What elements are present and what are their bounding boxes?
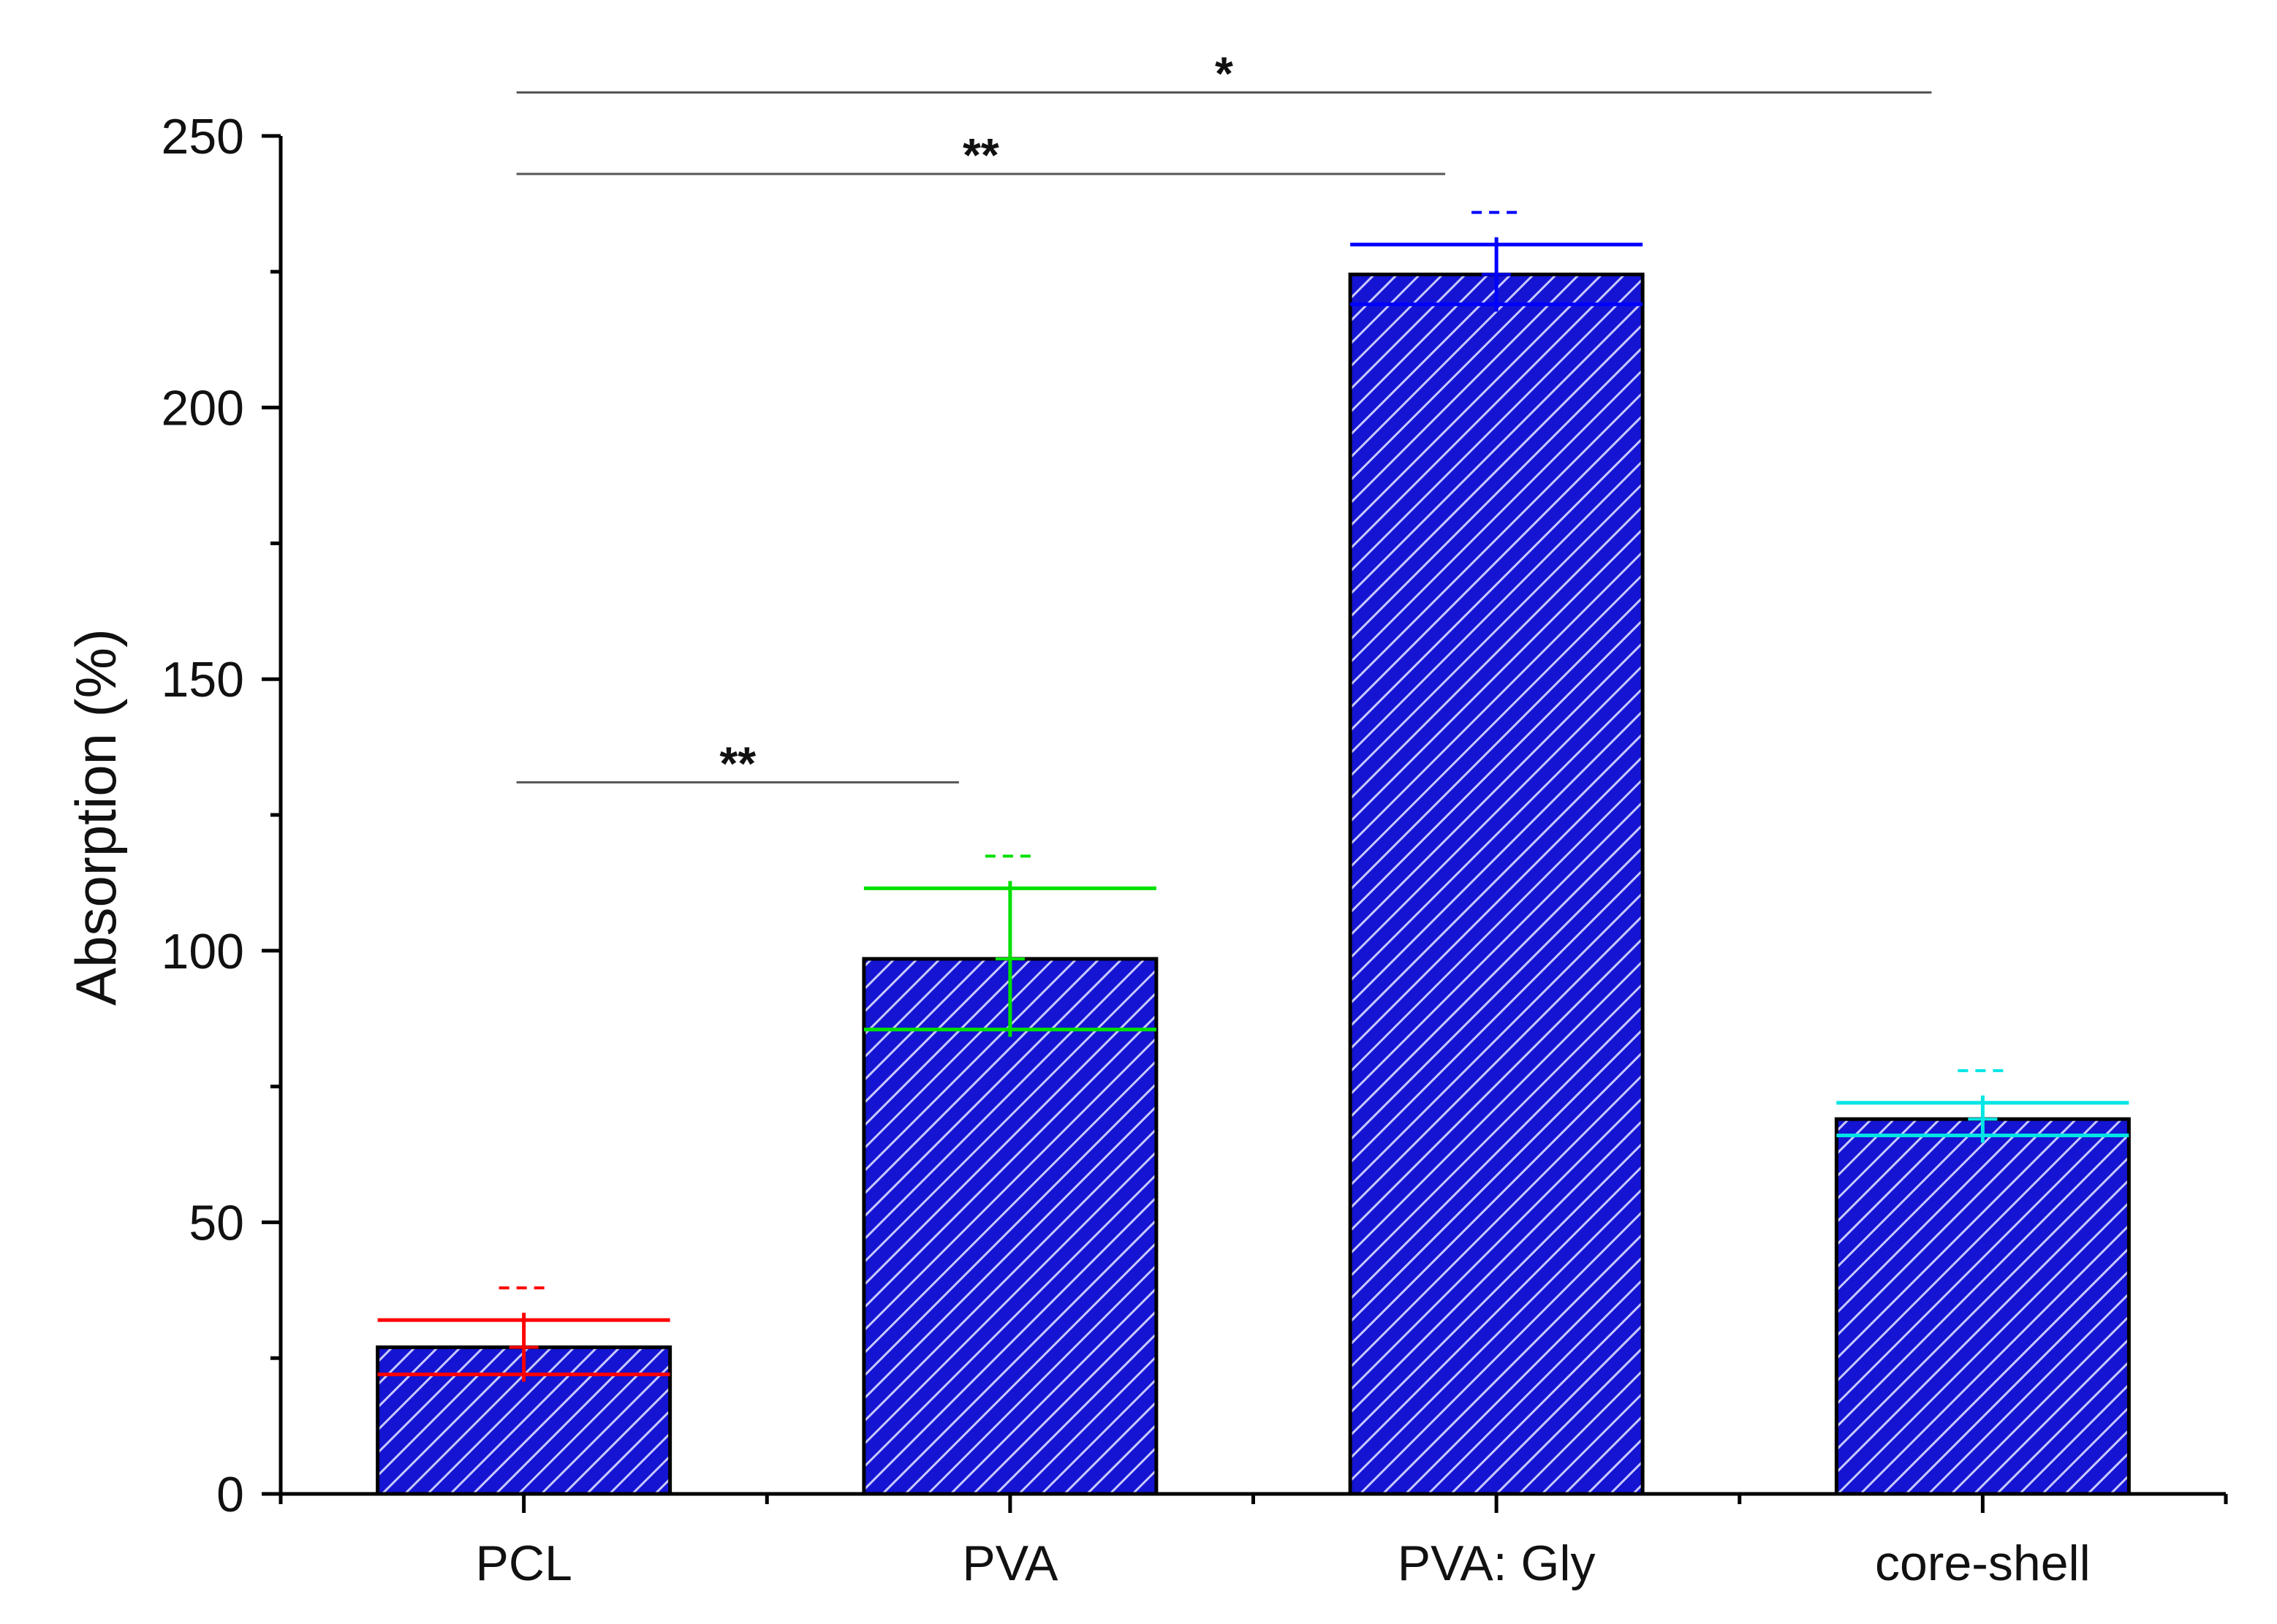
x-category-label: PCL xyxy=(475,1536,572,1591)
bar xyxy=(1834,1117,2131,1496)
y-tick-label: 200 xyxy=(162,381,244,436)
bar xyxy=(1348,273,1645,1496)
y-axis-label: Absorption (%) xyxy=(64,629,128,1006)
y-tick-label: 100 xyxy=(162,924,244,979)
significance-marker: * xyxy=(1215,48,1233,100)
x-category-label: PVA xyxy=(962,1536,1058,1591)
y-tick-label: 150 xyxy=(162,652,244,707)
x-category-label: PVA: Gly xyxy=(1398,1536,1596,1591)
significance-marker: ** xyxy=(963,129,999,181)
bar xyxy=(862,957,1159,1496)
x-category-label: core-shell xyxy=(1875,1536,2091,1591)
y-tick-label: 250 xyxy=(162,109,244,164)
y-tick-label: 50 xyxy=(189,1195,244,1251)
significance-marker: ** xyxy=(719,737,756,789)
y-tick-label: 0 xyxy=(216,1467,244,1522)
